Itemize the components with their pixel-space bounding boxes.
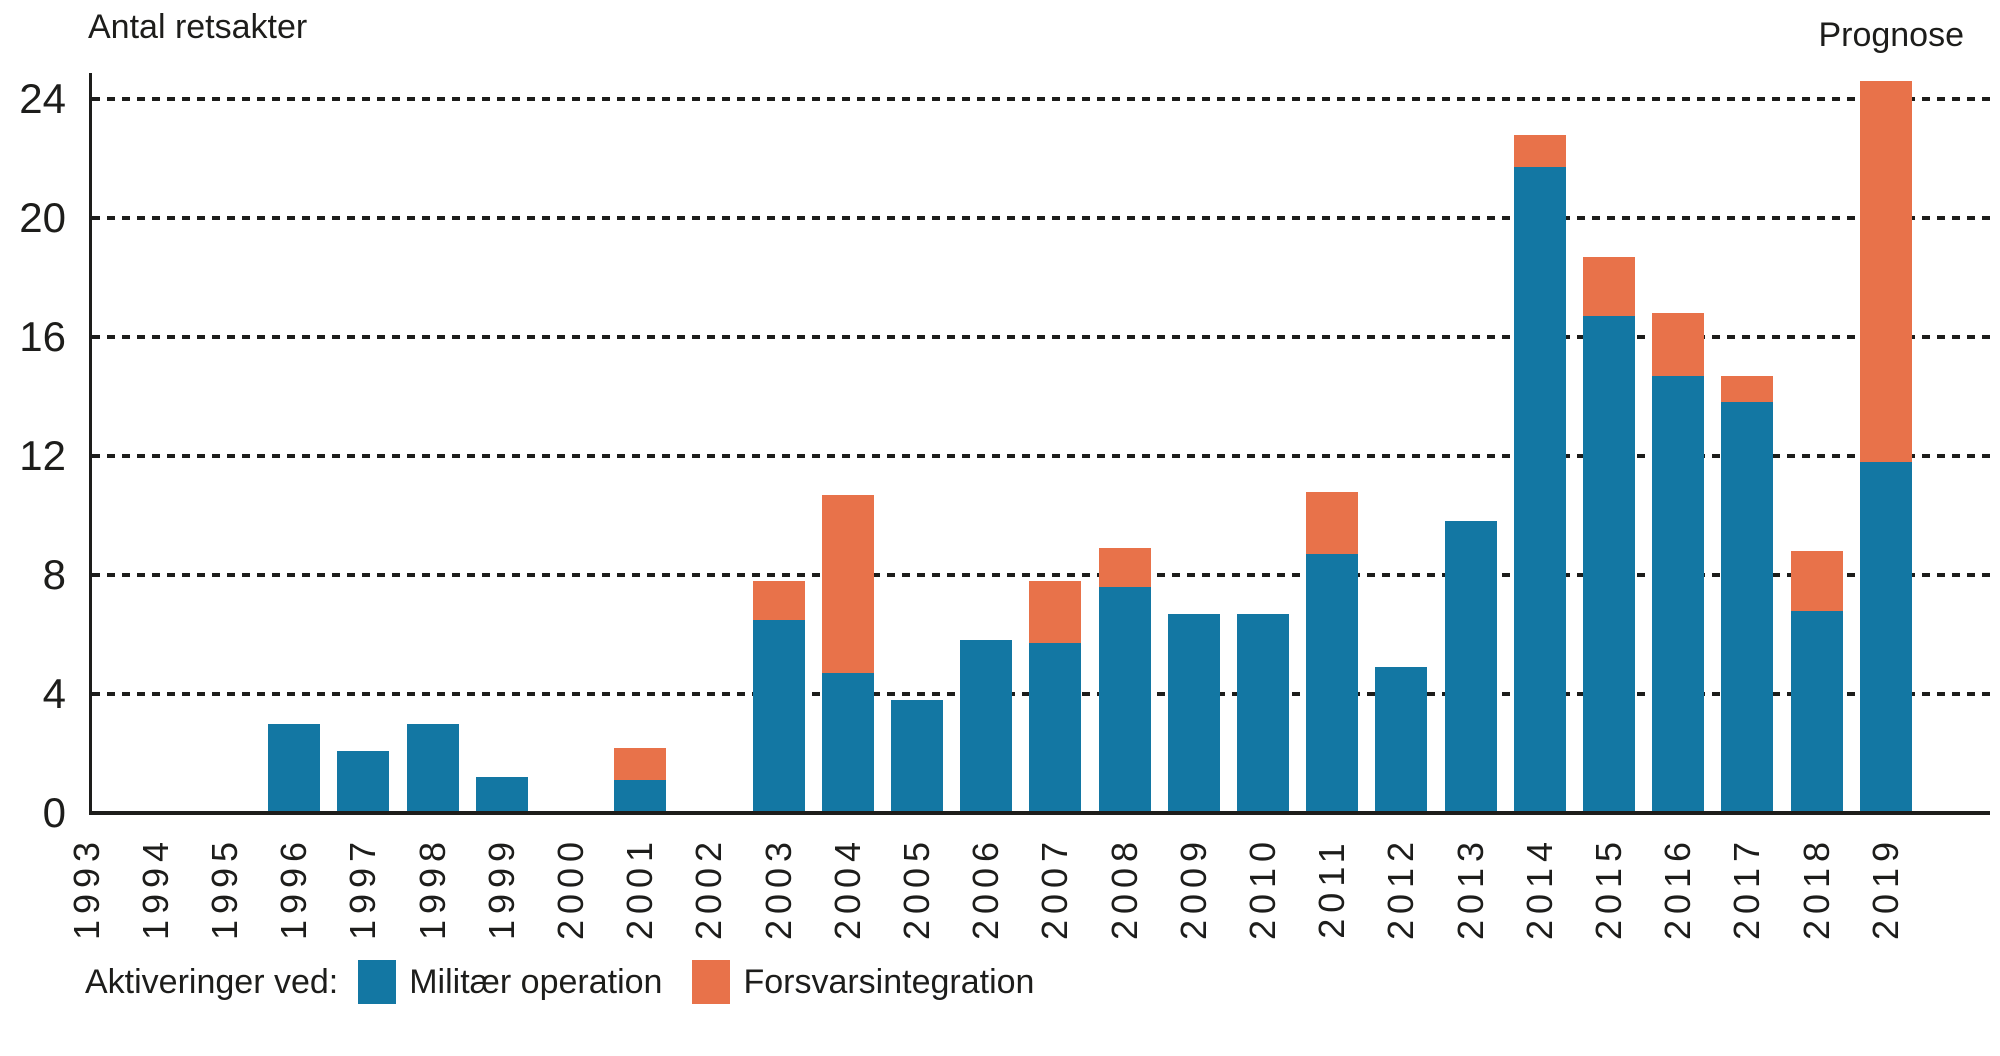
bar-segment-militaer-operation-2007 [1029,643,1082,813]
bar-segment-militaer-operation-2017 [1721,402,1774,813]
x-axis-label-2010: 2010 [1242,835,1283,941]
x-axis-label-2016: 2016 [1657,835,1699,941]
bar-segment-militaer-operation-1999 [475,777,528,813]
x-axis-label-2006: 2006 [965,835,1007,941]
x-axis-line [89,811,1990,815]
x-axis-label-2003: 2003 [757,835,799,941]
bar-segment-forsvarsintegration-2007 [1029,580,1082,644]
bar-segment-militaer-operation-2003 [752,619,805,813]
x-axis-label-2013: 2013 [1449,835,1491,941]
bar-segment-militaer-operation-2013 [1444,521,1497,813]
bar-segment-forsvarsintegration-2008 [1098,548,1151,587]
x-axis-label-2000: 2000 [550,835,591,941]
y-axis-line [89,73,92,815]
y-axis-tick-label-4: 4 [42,669,66,717]
x-axis-label-1996: 1996 [273,835,315,941]
x-axis-label-2004: 2004 [826,835,868,941]
y-axis-tick-label-16: 16 [19,312,66,360]
x-axis-label-1998: 1998 [411,835,453,941]
x-axis-label-2005: 2005 [896,835,937,941]
bar-segment-militaer-operation-2019 [1859,461,1912,813]
bar-segment-forsvarsintegration-2004 [821,494,874,674]
legend-title: Aktiveringer ved: [85,962,339,1001]
bar-segment-forsvarsintegration-2014 [1513,134,1566,168]
x-axis-label-2015: 2015 [1588,835,1629,941]
x-axis-label-2018: 2018 [1795,835,1837,941]
bar-segment-militaer-operation-2014 [1513,167,1566,813]
y-axis-tick-label-20: 20 [19,193,66,241]
legend-swatch-militaer-operation [358,960,397,1004]
x-axis-label-2014: 2014 [1518,835,1560,941]
bar-segment-militaer-operation-2001 [614,780,667,813]
x-axis-label-2011: 2011 [1311,837,1353,939]
x-axis-label-2012: 2012 [1380,835,1422,941]
bar-segment-militaer-operation-2006 [960,640,1013,813]
bar-segment-militaer-operation-1998 [406,723,459,813]
gridline-8 [92,572,1990,577]
x-axis-label-2008: 2008 [1103,835,1145,941]
bar-segment-militaer-operation-2011 [1306,554,1359,813]
bar-segment-forsvarsintegration-2017 [1721,375,1774,403]
x-axis-label-1999: 1999 [480,835,522,941]
x-axis-label-1995: 1995 [204,835,245,941]
bar-segment-militaer-operation-1997 [337,750,390,813]
x-axis-label-2002: 2002 [688,835,730,941]
gridline-24 [92,96,1990,101]
x-axis-label-2017: 2017 [1726,835,1768,941]
legend-label-militaer-operation: Militær operation [409,962,663,1001]
y-axis-tick-label-8: 8 [42,550,66,598]
bar-segment-militaer-operation-2010 [1237,613,1289,813]
y-axis-tick-label-12: 12 [19,431,66,479]
bar-segment-militaer-operation-2008 [1098,586,1151,813]
bar-segment-militaer-operation-2009 [1167,613,1220,813]
x-axis-label-2019: 2019 [1864,835,1906,941]
y-axis-title: Antal retsakter [88,8,308,46]
y-axis-tick-label-24: 24 [19,74,66,122]
bar-segment-militaer-operation-2015 [1583,316,1635,813]
x-axis-label-1993: 1993 [65,835,107,941]
bar-segment-militaer-operation-2004 [821,673,874,813]
x-axis-label-1997: 1997 [342,835,384,941]
x-axis-label-2001: 2001 [619,835,661,941]
gridline-12 [92,453,1990,458]
legend-swatch-forsvarsintegration [692,960,731,1004]
x-axis-label-2007: 2007 [1034,835,1076,941]
bar-segment-militaer-operation-2012 [1375,667,1428,813]
x-axis-label-2009: 2009 [1172,835,1214,941]
bar-segment-forsvarsintegration-2018 [1790,551,1843,611]
gridline-20 [92,215,1990,220]
bar-segment-forsvarsintegration-2001 [614,747,667,781]
bar-segment-forsvarsintegration-2019 [1859,80,1912,462]
x-axis-label-1994: 1994 [134,835,176,941]
bar-segment-forsvarsintegration-2016 [1652,313,1705,376]
bar-segment-militaer-operation-2005 [891,699,943,813]
bar-segment-militaer-operation-1996 [268,723,321,813]
legend-label-forsvarsintegration: Forsvarsintegration [743,962,1035,1001]
bar-segment-forsvarsintegration-2015 [1583,256,1635,317]
legend: Aktiveringer ved: Militær operation Fors… [85,956,1064,1008]
bar-segment-militaer-operation-2016 [1652,375,1705,813]
y-axis-tick-label-0: 0 [42,789,66,836]
gridline-16 [92,334,1990,339]
bar-segment-forsvarsintegration-2003 [752,580,805,620]
prognose-annotation: Prognose [1818,16,1964,54]
bar-segment-forsvarsintegration-2011 [1306,491,1359,555]
bar-segment-militaer-operation-2018 [1790,610,1843,813]
